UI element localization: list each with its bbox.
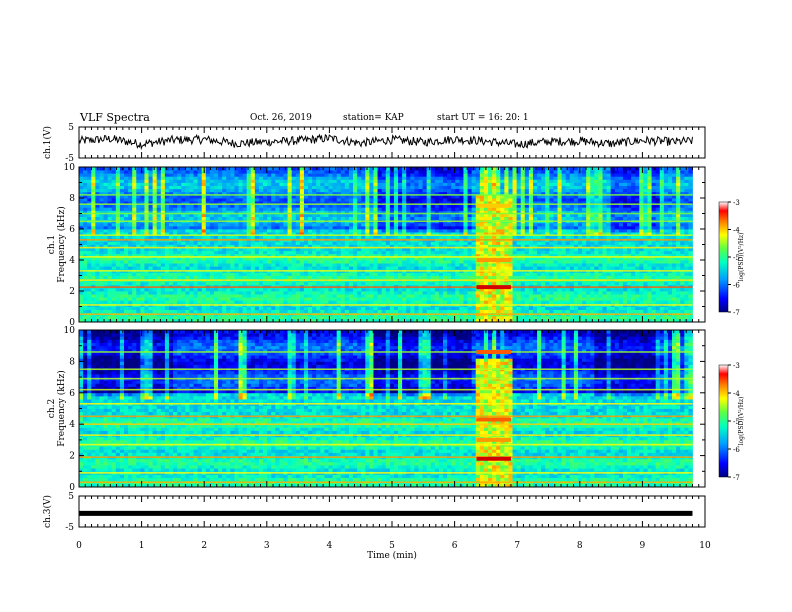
y-axis-label: ch.1Frequency (kHz)	[47, 206, 67, 283]
x-axis-label: Time (min)	[367, 550, 417, 561]
tone-line	[79, 234, 693, 236]
tone-line	[79, 194, 693, 196]
x-tick-label: 1	[139, 541, 145, 551]
tone-line	[79, 368, 693, 371]
y-tick-label: 2	[69, 287, 75, 297]
tone-line	[79, 481, 693, 484]
burst-band	[476, 258, 511, 262]
y-tick-label: 4	[69, 256, 75, 266]
tone-line	[79, 279, 693, 281]
y-tick-label: -5	[65, 154, 74, 164]
tone-line	[79, 456, 693, 458]
colorbar-tick-label: -5	[733, 254, 740, 262]
figure-title: VLF Spectra	[80, 111, 150, 124]
tone-line	[79, 286, 693, 288]
burst-band	[476, 437, 511, 442]
tone-line	[79, 423, 693, 425]
spectrogram-1-cells	[79, 167, 693, 323]
colorbar-tick-label: -7	[733, 474, 740, 482]
tone-line	[79, 472, 693, 474]
y-tick-label: 8	[69, 194, 75, 204]
colorbar-tick-label: -6	[733, 282, 740, 290]
y-tick-label: 6	[69, 225, 75, 235]
ch1-waveform-ylabel: ch.1(V)	[42, 126, 53, 159]
tone-line	[79, 246, 693, 249]
y-tick-label: 10	[64, 326, 76, 336]
tone-line	[79, 434, 693, 436]
tone-line	[79, 351, 693, 353]
station-label: station= KAP	[343, 113, 404, 123]
colorbar-tick-label: -3	[733, 199, 740, 207]
tone-line	[79, 239, 693, 241]
colorbar-tick-label: -5	[733, 418, 740, 426]
x-tick-label: 5	[389, 541, 395, 551]
colorbar-tick-label: -7	[733, 309, 740, 317]
colorbar-1	[718, 201, 729, 313]
tone-line	[79, 415, 693, 418]
y-tick-label: 0	[69, 318, 75, 328]
tone-line	[79, 402, 693, 405]
y-tick-label: 2	[69, 452, 75, 462]
ch3-waveform-ylabel: ch.3(V)	[42, 495, 53, 528]
y-axis-label: ch.2Frequency (kHz)	[47, 370, 67, 447]
colorbar-tick-label: -6	[733, 446, 740, 454]
colorbar-tick-label: -4	[733, 390, 740, 398]
x-tick-label: 9	[640, 541, 646, 551]
colorbar-label: log(PSD)(V²/Hz)	[738, 233, 745, 282]
x-tick-label: 7	[514, 541, 520, 551]
x-tick-label: 3	[264, 541, 270, 551]
tone-line	[79, 377, 693, 380]
tone-line	[79, 220, 693, 223]
y-tick-label: 0	[69, 483, 75, 493]
tone-line	[79, 388, 693, 391]
y-tick-label: 8	[69, 357, 75, 367]
tone-line	[79, 443, 693, 446]
burst-band	[476, 203, 511, 208]
y-tick-label: 5	[68, 123, 74, 133]
x-tick-label: 10	[699, 541, 711, 551]
tone-line	[79, 304, 693, 306]
tone-line	[79, 203, 693, 205]
burst-band	[476, 285, 511, 290]
y-tick-label: 5	[68, 492, 74, 502]
y-tick-label: 6	[69, 389, 75, 399]
date-label: Oct. 26, 2019	[250, 113, 312, 123]
tone-line	[79, 270, 693, 272]
ch1-waveform-trace	[78, 133, 693, 151]
x-tick-label: 2	[201, 541, 207, 551]
y-tick-label: 10	[64, 163, 76, 173]
y-tick-label: -5	[65, 523, 74, 533]
burst-band	[476, 417, 511, 422]
burst-band	[476, 349, 511, 354]
y-tick-label: 4	[69, 420, 75, 430]
tone-line	[79, 313, 693, 316]
x-tick-label: 8	[577, 541, 583, 551]
start-time-label: start UT = 16: 20: 1	[437, 113, 529, 123]
spectrogram-2-cells	[79, 330, 693, 488]
tone-line	[79, 212, 693, 215]
x-tick-label: 4	[327, 541, 333, 551]
colorbar-label: log(PSD)(V²/Hz)	[738, 397, 745, 446]
colorbar-2	[718, 364, 729, 478]
colorbar-tick-label: -4	[733, 227, 740, 235]
colorbar-tick-label: -3	[733, 362, 740, 370]
x-tick-label: 0	[76, 541, 82, 551]
x-tick-label: 6	[452, 541, 458, 551]
burst-band	[476, 456, 511, 461]
tone-line	[79, 256, 693, 258]
